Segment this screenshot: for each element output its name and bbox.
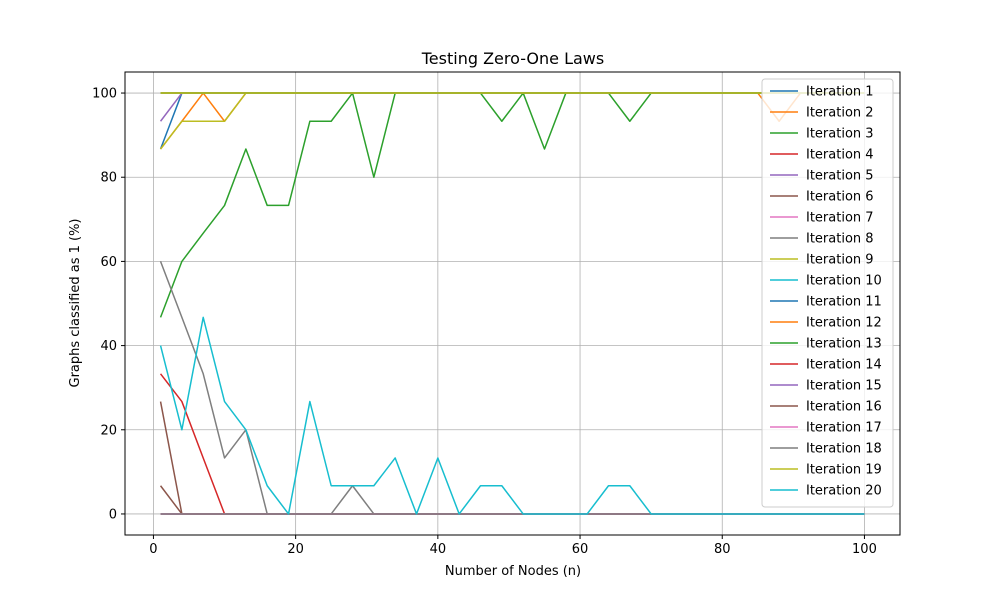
legend-label: Iteration 4: [806, 148, 874, 163]
x-tick-label: 20: [287, 542, 304, 557]
legend-label: Iteration 5: [806, 169, 874, 184]
legend-label: Iteration 16: [806, 400, 882, 415]
legend-label: Iteration 13: [806, 337, 882, 352]
legend-label: Iteration 2: [806, 106, 874, 121]
x-tick-label: 0: [149, 542, 157, 557]
legend-label: Iteration 17: [806, 421, 882, 436]
legend-label: Iteration 19: [806, 463, 882, 478]
legend-label: Iteration 14: [806, 358, 882, 373]
legend-label: Iteration 12: [806, 316, 882, 331]
y-tick-label: 60: [100, 255, 117, 270]
x-tick-label: 80: [714, 542, 731, 557]
series-line-iteration-20: [159, 316, 865, 515]
y-tick-label: 20: [100, 423, 117, 438]
x-tick-label: 100: [852, 542, 877, 557]
legend-label: Iteration 10: [806, 274, 882, 289]
x-tick-label: 40: [430, 542, 447, 557]
legend: Iteration 1 Iteration 2 Iteration 3 Iterati…: [761, 78, 894, 508]
legend-label: Iteration 11: [806, 295, 882, 310]
series-lines: [159, 92, 865, 515]
axis-ticks: 0 20 40 60 80 100 0 20 40 60 80 100: [92, 87, 877, 557]
x-axis-title: Number of Nodes (n): [445, 564, 581, 579]
plot-frame: [124, 71, 901, 536]
y-tick-label: 80: [100, 171, 117, 186]
legend-label: Iteration 9: [806, 253, 874, 268]
legend-label: Iteration 18: [806, 442, 882, 457]
legend-label: Iteration 6: [806, 190, 874, 205]
legend-label: Iteration 15: [806, 379, 882, 394]
legend-box: [761, 78, 894, 508]
x-tick-label: 60: [572, 542, 589, 557]
legend-label: Iteration 3: [806, 127, 874, 142]
y-axis-title: Graphs classified as 1 (%): [68, 218, 83, 387]
y-tick-label: 40: [100, 339, 117, 354]
legend-label: Iteration 1: [806, 85, 874, 100]
y-tick-label: 100: [92, 87, 117, 102]
legend-label: Iteration 7: [806, 211, 874, 226]
chart-title: Testing Zero-One Laws: [421, 49, 604, 68]
legend-label: Iteration 8: [806, 232, 874, 247]
y-tick-label: 0: [109, 507, 117, 522]
legend-label: Iteration 20: [806, 484, 882, 499]
